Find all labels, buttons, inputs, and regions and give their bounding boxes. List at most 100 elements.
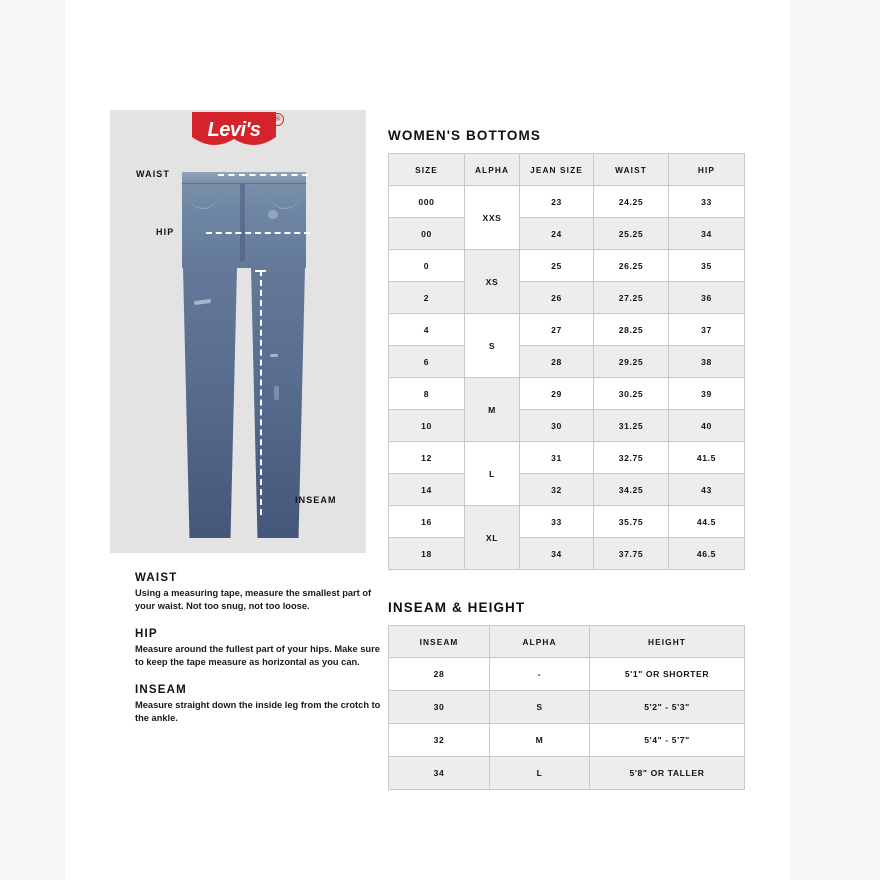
- cell-waist: 27.25: [593, 281, 669, 314]
- note-body-hip: Measure around the fullest part of your …: [135, 643, 380, 668]
- column-header-hip: HIP: [668, 153, 745, 186]
- cell-size: 2: [388, 281, 465, 314]
- cell-jean: 32: [519, 473, 594, 506]
- cell-waist: 24.25: [593, 185, 669, 218]
- column-header-height: HEIGHT: [589, 625, 745, 658]
- inseam-guide-label: INSEAM: [295, 495, 337, 505]
- table-row: 8 M 29 30.25 39: [388, 377, 745, 442]
- cell-hip: 40: [668, 409, 745, 442]
- cell-size: 6: [388, 345, 465, 378]
- table-row: 16 XL 33 35.75 44.5: [388, 505, 745, 570]
- cell-inseam: 30: [388, 690, 490, 724]
- cell-waist: 26.25: [593, 249, 669, 282]
- cell-hip: 36: [668, 281, 745, 314]
- table-row: 18 34 37.75 46.5: [388, 537, 745, 570]
- cell-hip: 43: [668, 473, 745, 506]
- cell-height: 5'4" - 5'7": [589, 723, 745, 757]
- cell-alpha: S: [489, 690, 590, 724]
- waist-guide-line: [218, 174, 308, 176]
- cell-size: 8: [388, 377, 465, 410]
- cell-alpha: M: [464, 377, 520, 442]
- cell-height: 5'1" OR SHORTER: [589, 657, 745, 691]
- cell-size: 00: [388, 217, 465, 250]
- cell-alpha: XS: [464, 249, 520, 314]
- cell-jean: 26: [519, 281, 594, 314]
- cell-alpha: L: [464, 441, 520, 506]
- cell-waist: 34.25: [593, 473, 669, 506]
- note-title-hip: HIP: [135, 627, 158, 640]
- cell-jean: 27: [519, 313, 594, 346]
- hip-guide-label: HIP: [156, 227, 175, 237]
- cell-alpha: S: [464, 313, 520, 378]
- cell-waist: 35.75: [593, 505, 669, 538]
- cell-hip: 39: [668, 377, 745, 410]
- inseam-table-title: INSEAM & HEIGHT: [388, 600, 526, 615]
- cell-hip: 33: [668, 185, 745, 218]
- cell-inseam: 32: [388, 723, 490, 757]
- cell-waist: 30.25: [593, 377, 669, 410]
- table-row: 4 S 27 28.25 37: [388, 313, 745, 378]
- cell-size: 14: [388, 473, 465, 506]
- cell-jean: 29: [519, 377, 594, 410]
- table-row: 10 30 31.25 40: [388, 409, 745, 442]
- column-header-jean-size: JEAN SIZE: [519, 153, 594, 186]
- table-row: 34 L 5'8" OR TALLER: [388, 756, 745, 790]
- table-row: 000 XXS 23 24.25 33: [388, 185, 745, 250]
- cell-inseam: 28: [388, 657, 490, 691]
- cell-size: 12: [388, 441, 465, 474]
- cell-hip: 38: [668, 345, 745, 378]
- table-header-row: INSEAM ALPHA HEIGHT: [388, 625, 745, 658]
- cell-alpha: XL: [464, 505, 520, 570]
- column-header-alpha: ALPHA: [464, 153, 520, 186]
- note-body-waist: Using a measuring tape, measure the smal…: [135, 588, 372, 612]
- jeans-distress-mark: [274, 386, 279, 400]
- cell-size: 4: [388, 313, 465, 346]
- cell-waist: 37.75: [593, 537, 669, 570]
- product-image-panel: Levi's ® WAIST HIP INSEAM: [110, 110, 366, 553]
- cell-alpha: L: [489, 756, 590, 790]
- cell-jean: 31: [519, 441, 594, 474]
- measurement-instructions: WAIST Using a measuring tape, measure th…: [135, 572, 385, 740]
- cell-size: 10: [388, 409, 465, 442]
- cell-hip: 44.5: [668, 505, 745, 538]
- hip-guide-line: [206, 232, 310, 234]
- cell-size: 0: [388, 249, 465, 282]
- cell-size: 000: [388, 185, 465, 218]
- womens-bottoms-table: SIZE ALPHA JEAN SIZE WAIST HIP 000 XXS 23 2…: [388, 153, 745, 570]
- cell-jean: 23: [519, 185, 594, 218]
- bottoms-table-title: WOMEN'S BOTTOMS: [388, 128, 541, 143]
- table-row: 30 S 5'2" - 5'3": [388, 690, 745, 724]
- cell-waist: 32.75: [593, 441, 669, 474]
- jeans-pocket-left: [188, 188, 218, 209]
- cell-alpha: -: [489, 657, 590, 691]
- table-header-row: SIZE ALPHA JEAN SIZE WAIST HIP: [388, 153, 745, 186]
- cell-jean: 34: [519, 537, 594, 570]
- cell-waist: 28.25: [593, 313, 669, 346]
- waist-guide-label: WAIST: [136, 169, 170, 179]
- cell-height: 5'8" OR TALLER: [589, 756, 745, 790]
- jeans-crotch-gap: [237, 268, 251, 538]
- table-row: 6 28 29.25 38: [388, 345, 745, 378]
- column-header-inseam: INSEAM: [388, 625, 490, 658]
- jeans-illustration: [182, 172, 306, 538]
- jeans-leg-left: [183, 268, 237, 538]
- jeans-distress-mark: [268, 210, 278, 219]
- cell-waist: 25.25: [593, 217, 669, 250]
- note-title-inseam: INSEAM: [135, 683, 187, 696]
- jeans-fly: [240, 183, 245, 261]
- cell-size: 16: [388, 505, 465, 538]
- size-tables: WOMEN'S BOTTOMS SIZE ALPHA JEAN SIZE WAI…: [388, 128, 745, 790]
- note-title-waist: WAIST: [135, 572, 178, 584]
- cell-jean: 24: [519, 217, 594, 250]
- levis-logo: Levi's ®: [192, 112, 284, 156]
- column-header-alpha: ALPHA: [489, 625, 590, 658]
- cell-jean: 28: [519, 345, 594, 378]
- column-header-size: SIZE: [388, 153, 465, 186]
- cell-jean: 33: [519, 505, 594, 538]
- levis-wordmark: Levi's: [207, 119, 261, 141]
- cell-height: 5'2" - 5'3": [589, 690, 745, 724]
- cell-hip: 35: [668, 249, 745, 282]
- cell-jean: 30: [519, 409, 594, 442]
- cell-waist: 29.25: [593, 345, 669, 378]
- cell-alpha: M: [489, 723, 590, 757]
